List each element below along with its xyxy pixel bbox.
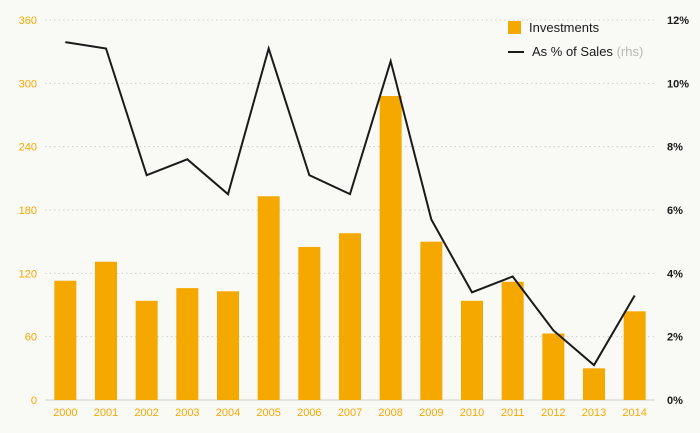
x-axis-label-2012: 2012 [541, 407, 565, 419]
x-axis-label-2002: 2002 [134, 407, 158, 419]
left-axis-tick-label: 240 [19, 142, 37, 154]
bar-2008 [379, 96, 402, 400]
bar-2011 [501, 281, 524, 400]
x-axis-label-2011: 2011 [501, 407, 525, 419]
right-axis-tick-label: 2% [667, 332, 683, 344]
bar-2007 [339, 233, 361, 400]
bar-2010 [461, 300, 483, 400]
right-axis-tick-label: 0% [667, 395, 683, 407]
x-axis-label-2001: 2001 [94, 407, 118, 419]
x-axis-label-2010: 2010 [460, 407, 484, 419]
x-axis-label-2013: 2013 [582, 407, 606, 419]
left-axis-tick-label: 0 [31, 395, 37, 407]
right-axis-tick-label: 12% [667, 15, 689, 27]
right-axis-tick-label: 8% [667, 142, 683, 154]
bar-2005 [257, 196, 280, 400]
left-axis-tick-label: 180 [19, 205, 37, 217]
x-axis-label-2014: 2014 [622, 407, 646, 419]
x-axis-label-2006: 2006 [297, 407, 321, 419]
x-axis-label-2009: 2009 [419, 407, 443, 419]
x-axis-label-2005: 2005 [256, 407, 280, 419]
legend-item-sales: As % of Sales (rhs) [508, 44, 643, 59]
right-axis-tick-label: 4% [667, 268, 683, 280]
bar-2013 [583, 368, 605, 400]
x-axis-label-2000: 2000 [53, 407, 77, 419]
bar-2001 [95, 261, 117, 400]
bar-2000 [54, 280, 77, 400]
investments-swatch-icon [508, 21, 521, 34]
legend-label-investments: Investments [529, 20, 600, 35]
legend-item-investments: Investments [508, 20, 643, 35]
bar-2004 [217, 291, 239, 400]
x-axis-label-2007: 2007 [338, 407, 362, 419]
right-axis-tick-label: 6% [667, 205, 683, 217]
bar-2006 [298, 246, 321, 400]
bar-2003 [176, 288, 199, 400]
sales-percent-line [65, 41, 636, 367]
left-axis-tick-label: 120 [19, 268, 37, 280]
bar-2012 [542, 333, 565, 400]
x-axis-label-2004: 2004 [216, 407, 240, 419]
left-axis-tick-label: 300 [19, 78, 37, 90]
right-axis-tick-label: 10% [667, 78, 689, 90]
legend-suffix-rhs: (rhs) [616, 44, 644, 59]
legend-label-sales: As % of Sales [532, 44, 613, 59]
legend: Investments As % of Sales (rhs) [508, 20, 643, 59]
left-axis-tick-label: 60 [25, 332, 37, 344]
x-axis-label-2003: 2003 [175, 407, 199, 419]
bar-2014 [623, 311, 646, 400]
left-axis-tick-label: 360 [19, 15, 37, 27]
sales-line-marker-icon [508, 50, 524, 53]
x-axis-label-2008: 2008 [378, 407, 402, 419]
bar-2009 [420, 241, 443, 400]
bar-2002 [135, 300, 158, 400]
